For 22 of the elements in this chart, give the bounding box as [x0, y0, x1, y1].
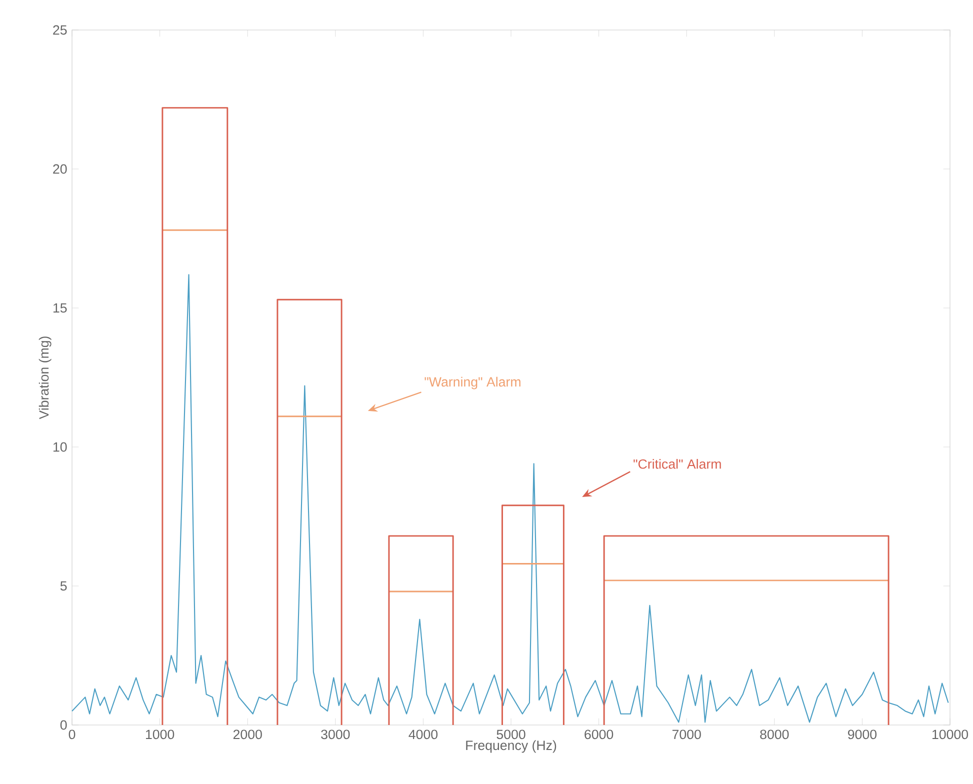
x-tick-label: 0	[68, 730, 76, 740]
line-series	[71, 274, 949, 723]
y-tick-label: 0	[60, 720, 67, 730]
x-tick-label: 7000	[672, 730, 701, 740]
x-tick-label: 1000	[146, 730, 174, 740]
x-tick-label: 6000	[584, 730, 614, 740]
x-tick-label: 3000	[321, 730, 350, 740]
x-tick-label: 10000	[932, 730, 968, 740]
x-tick-label: 8000	[760, 730, 789, 740]
y-tick-label: 5	[60, 581, 67, 591]
x-axis-title: Frequency (Hz)	[466, 740, 556, 753]
y-axis-title: Vibration (mg)	[38, 336, 52, 420]
y-tick-label: 25	[53, 25, 67, 35]
y-tick-label: 15	[53, 303, 67, 313]
x-tick-label: 9000	[848, 730, 877, 740]
x-tick-label: 4000	[408, 730, 438, 740]
y-tick-label: 10	[53, 442, 67, 452]
x-tick-label: 2000	[233, 730, 262, 740]
annotation: "Critical" Alarm	[634, 458, 721, 469]
x-tick-label: 5000	[496, 730, 526, 740]
annotation: "Warning" Alarm	[424, 376, 520, 390]
y-tick-label: 20	[53, 164, 67, 174]
